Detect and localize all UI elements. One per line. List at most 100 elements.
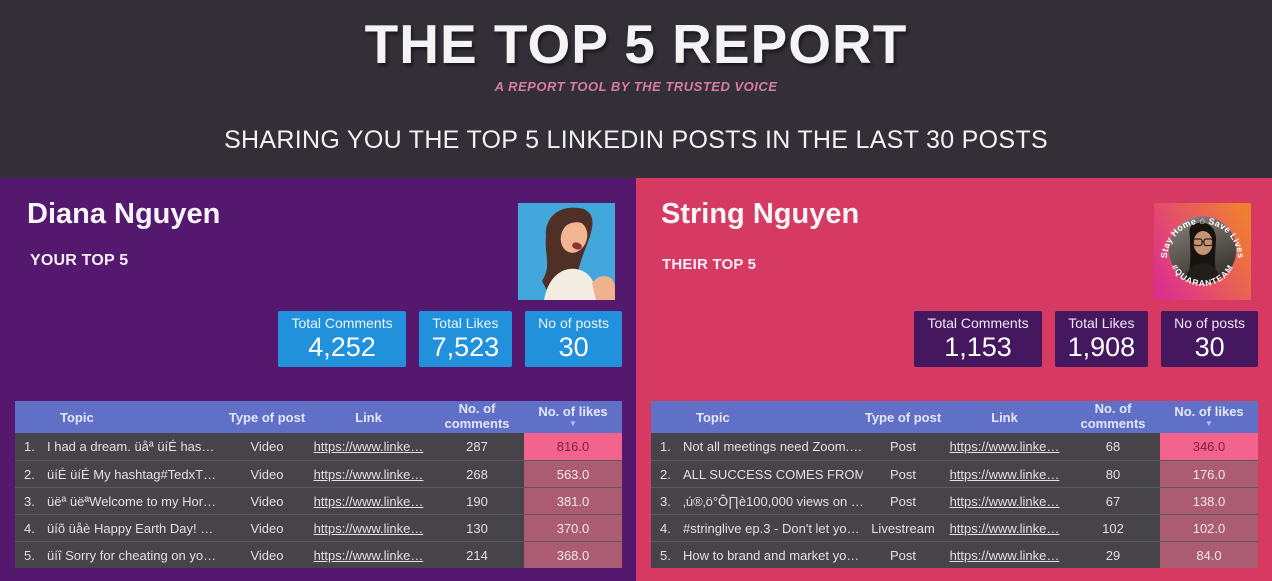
post-topic: ALL SUCCESS COMES FROM … [683,466,863,482]
post-topic: #stringlive ep.3 - Don't let yo… [683,520,860,536]
post-type: Livestream [871,520,935,536]
header-comments[interactable]: No. of comments [1080,402,1146,431]
post-link-text[interactable]: https://www.linke… [313,466,424,482]
post-comments: 268 [466,466,488,482]
post-type: Post [889,439,916,454]
table-row: 3. ‚ú®‚ö°Ô∏è100,000 views on … Post http… [651,487,1258,514]
post-topic: üíÉ üíÉ My hashtag#TedxT… [47,466,217,482]
table-row: 1. Not all meetings need Zoom.… Post htt… [651,433,1258,460]
row-rank: 1. [24,439,35,454]
table-row: 1. I had a dream. üåª üíÉ has… Video htt… [15,433,622,460]
diana-photo-illustration [518,203,615,300]
post-link[interactable]: https://www.linke… [943,439,1066,454]
post-type: Post [889,547,916,563]
row-rank: 2. [24,466,35,482]
stat-total-comments: Total Comments 4,252 [278,311,406,367]
post-topic: ‚ú®‚ö°Ô∏è100,000 views on … [683,493,863,509]
post-link[interactable]: https://www.linke… [943,494,1066,509]
stat-no-of-posts: No of posts 30 [525,311,622,367]
post-link-text[interactable]: https://www.linke… [949,466,1060,482]
post-link-text[interactable]: https://www.linke… [313,547,424,563]
profile-sublabel: THEIR TOP 5 [662,256,757,273]
post-comments: 287 [466,439,488,454]
post-comments: 214 [466,547,488,563]
row-rank: 1. [660,439,671,454]
post-link[interactable]: https://www.linke… [307,439,430,454]
post-link-text[interactable]: https://www.linke… [313,439,424,454]
post-type: Post [889,493,916,509]
table-row: 2. ALL SUCCESS COMES FROM … Post https:/… [651,460,1258,487]
page-tagline: SHARING YOU THE TOP 5 LINKEDIN POSTS IN … [224,126,1048,154]
sort-descending-icon[interactable]: ▼ [569,419,577,429]
post-likes: 370.0 [524,515,622,541]
post-comments: 68 [1105,439,1121,454]
stat-label: No of posts [1174,315,1245,331]
post-likes: 176.0 [1160,461,1258,487]
post-topic: üíî Sorry for cheating on yo… [47,547,217,563]
post-link-text[interactable]: https://www.linke… [313,493,424,509]
stats-row: Total Comments 1,153 Total Likes 1,908 N… [914,311,1258,367]
header-link[interactable]: Link [355,409,382,425]
page-title: THE TOP 5 REPORT [364,13,908,75]
top5-table: Topic Type of post Link No. of comments … [15,401,622,568]
header-comments[interactable]: No. of comments [444,402,510,431]
header-type[interactable]: Type of post [864,409,942,425]
header-topic[interactable]: Topic [60,409,94,425]
table-header-row: Topic Type of post Link No. of comments … [15,401,622,433]
post-topic: Not all meetings need Zoom.… [683,439,863,454]
stat-label: Total Comments [291,315,393,331]
row-rank: 3. [24,493,35,509]
stat-value: 1,908 [1067,332,1136,362]
post-link[interactable]: https://www.linke… [307,521,430,536]
header-likes-label: No. of likes [538,403,608,419]
post-likes: 368.0 [524,542,622,568]
row-rank: 4. [660,520,671,536]
post-likes: 816.0 [524,433,622,460]
post-link-text[interactable]: https://www.linke… [949,493,1060,509]
row-rank: 2. [660,466,671,482]
page-subtitle: A REPORT TOOL BY THE TRUSTED VOICE [494,79,778,94]
post-link[interactable]: https://www.linke… [307,548,430,563]
table-row: 5. How to brand and market yo… Post http… [651,541,1258,568]
sort-descending-icon[interactable]: ▼ [1205,419,1213,429]
post-link[interactable]: https://www.linke… [943,521,1066,536]
post-link[interactable]: https://www.linke… [307,494,430,509]
post-link-text[interactable]: https://www.linke… [313,520,424,536]
string-avatar-illustration: Stay Home ⌂ Save Lives #QUARANTEAM [1154,203,1251,300]
post-link[interactable]: https://www.linke… [943,548,1066,563]
post-topic: How to brand and market yo… [683,547,860,563]
diana-photo [518,203,615,300]
row-rank: 4. [24,520,35,536]
post-likes: 138.0 [1160,488,1258,514]
header-type[interactable]: Type of post [228,409,306,425]
header-likes[interactable]: No. of likes ▼ [1160,401,1258,433]
panel-diana: Diana Nguyen YOUR TOP 5 Total Comments 4… [0,178,636,581]
stats-row: Total Comments 4,252 Total Likes 7,523 N… [278,311,622,367]
stat-label: No of posts [538,315,609,331]
stat-value: 30 [1194,332,1225,362]
post-likes: 381.0 [524,488,622,514]
post-type: Video [250,439,284,454]
post-link-text[interactable]: https://www.linke… [949,520,1060,536]
table-row: 4. üíõ üåè Happy Earth Day! … Video http… [15,514,622,541]
post-link-text[interactable]: https://www.linke… [949,547,1060,563]
stat-label: Total Likes [432,315,499,331]
post-likes: 84.0 [1160,542,1258,568]
post-likes: 563.0 [524,461,622,487]
table-row: 3. üëª üëªWelcome to my Hor… Video https… [15,487,622,514]
post-link[interactable]: https://www.linke… [307,467,430,482]
stat-value: 4,252 [308,332,376,362]
panel-string: String Nguyen THEIR TOP 5 [636,178,1272,581]
post-link-text[interactable]: https://www.linke… [949,439,1060,454]
stat-total-likes: Total Likes 7,523 [418,311,513,367]
profile-name: Diana Nguyen [27,198,221,230]
header-likes-label: No. of likes [1174,403,1244,419]
header-likes[interactable]: No. of likes ▼ [524,401,622,433]
stat-total-comments: Total Comments 1,153 [914,311,1042,367]
post-likes: 346.0 [1160,433,1258,460]
header-link[interactable]: Link [991,409,1018,425]
table-header-row: Topic Type of post Link No. of comments … [651,401,1258,433]
post-link[interactable]: https://www.linke… [943,467,1066,482]
post-type: Video [250,466,284,482]
header-topic[interactable]: Topic [696,409,730,425]
